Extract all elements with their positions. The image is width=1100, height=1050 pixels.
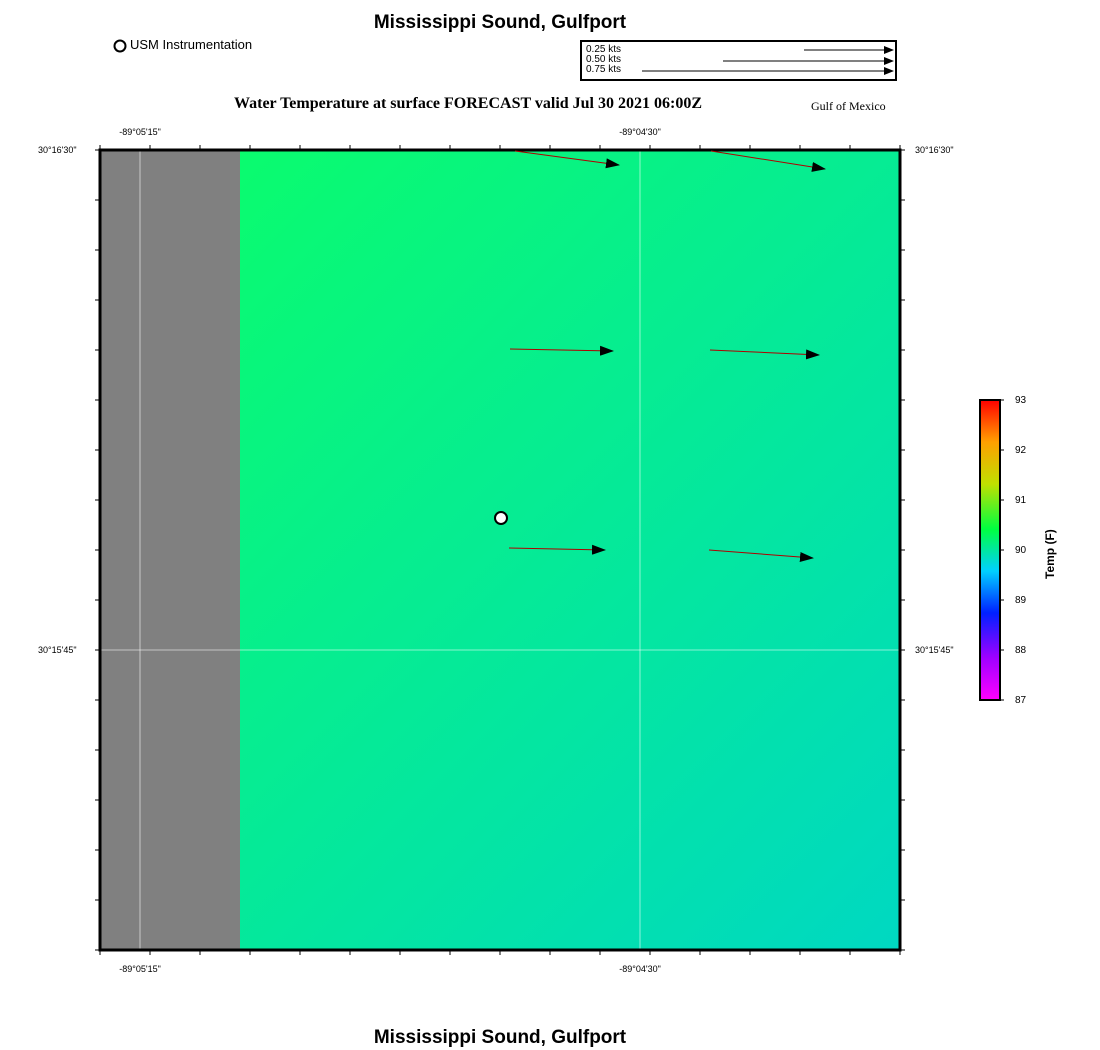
map-footer-title: Mississippi Sound, Gulfport: [373, 1027, 627, 1048]
current-vectors: [508, 150, 826, 562]
vector-reference-arrows: [642, 46, 894, 75]
land-area: [100, 150, 240, 950]
current-vector: [514, 150, 620, 169]
lon-tick-top-2: -89°04'30": [619, 127, 661, 137]
vector-reference-label-3: 0.75 kts: [586, 64, 622, 75]
current-vector: [708, 549, 814, 562]
vector-reference-label-2: 0.50 kts: [586, 54, 622, 65]
colorbar-tick-label: 91: [1015, 495, 1027, 506]
colorbar-tick-label: 90: [1015, 545, 1027, 556]
colorbar-title: Temp (F): [1043, 529, 1057, 579]
vector-reference-box: 0.25 kts 0.50 kts 0.75 kts: [580, 40, 897, 81]
colorbar-tick-label: 92: [1015, 445, 1027, 456]
colorbar-ticks: [1000, 399, 1004, 701]
lat-tick-right-1: 30°16'30": [915, 145, 954, 155]
graticule: [100, 150, 900, 950]
lat-tick-left-2: 30°15'45": [38, 645, 77, 655]
map-title: Mississippi Sound, Gulfport: [373, 12, 627, 33]
current-vector: [509, 345, 614, 356]
lat-tick-right-2: 30°15'45": [915, 645, 954, 655]
lon-tick-bottom-2: -89°04'30": [619, 964, 661, 974]
region-label: Gulf of Mexico: [811, 99, 886, 113]
lat-tick-left-1: 30°16'30": [38, 145, 77, 155]
current-vector: [508, 544, 606, 555]
frame-ticks: [95, 145, 905, 955]
station-marker-icon: [113, 39, 127, 53]
colorbar-tick-label: 93: [1015, 395, 1027, 406]
current-vector: [710, 150, 826, 172]
map-subtitle: Water Temperature at surface FORECAST va…: [234, 95, 702, 112]
station-legend-label: USM Instrumentation: [130, 37, 253, 52]
current-vector: [709, 349, 820, 360]
temperature-colorbar: [979, 399, 1004, 701]
colorbar-tick-label: 89: [1015, 595, 1027, 606]
colorbar-gradient: [979, 399, 1001, 701]
lon-tick-top-1: -89°05'15": [119, 127, 161, 137]
usm-instrumentation-station[interactable]: [494, 511, 508, 525]
lon-tick-bottom-1: -89°05'15": [119, 964, 161, 974]
colorbar-tick-label: 88: [1015, 645, 1027, 656]
colorbar-tick-label: 87: [1015, 695, 1027, 706]
vector-reference-label-1: 0.25 kts: [586, 44, 622, 55]
temperature-map[interactable]: [95, 145, 907, 955]
